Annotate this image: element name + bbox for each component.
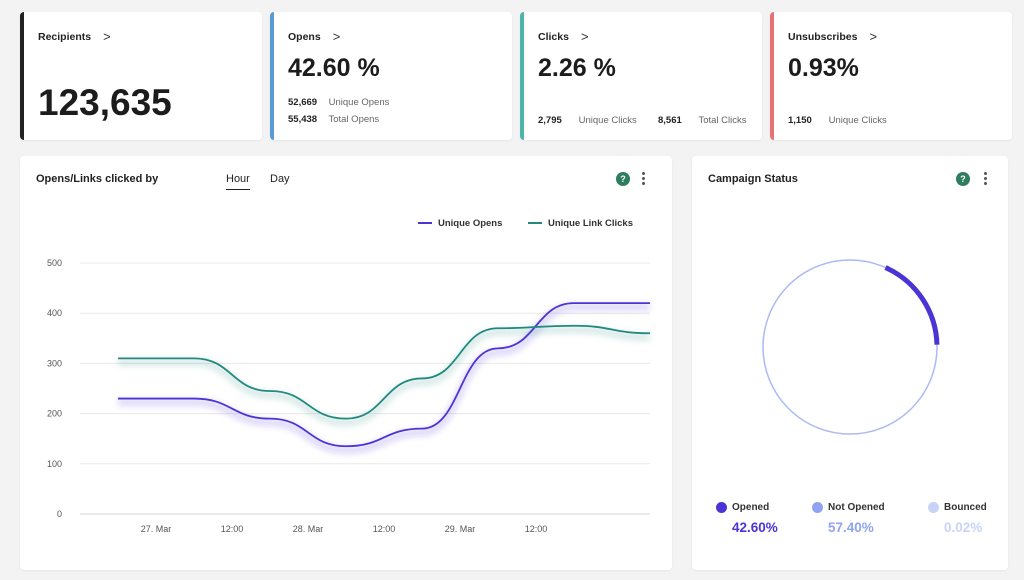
x-tick-label: 27. Mar bbox=[141, 524, 172, 534]
total-opens-row: 55,438 Total Opens bbox=[288, 114, 379, 125]
clicks-card[interactable]: Clicks > 2.26 % 2,795 Unique Clicks 8,561… bbox=[520, 12, 762, 140]
unique-opens-label: Unique Opens bbox=[328, 97, 390, 108]
unique-clicks-row: 2,795 Unique Clicks bbox=[538, 115, 637, 126]
chevron-right-icon[interactable]: > bbox=[332, 29, 341, 44]
x-tick-label: 12:00 bbox=[525, 524, 548, 534]
campaign-status-donut bbox=[762, 259, 940, 435]
recipients-value: 123,635 bbox=[38, 82, 172, 123]
total-opens-label: Total Opens bbox=[328, 114, 380, 125]
opened-legend-label: Opened bbox=[732, 502, 770, 513]
unsubscribes-rate: 0.93% bbox=[788, 54, 859, 82]
unsubscribes-row: 1,150 Unique Clicks bbox=[788, 115, 887, 126]
chevron-right-icon[interactable]: > bbox=[103, 29, 111, 44]
not-opened-value: 57.40% bbox=[828, 520, 874, 535]
unique-link-clicks-line-shadow bbox=[117, 326, 651, 427]
opens-links-title: Opens/Links clicked by bbox=[36, 173, 159, 185]
help-icon[interactable]: ? bbox=[616, 172, 630, 186]
y-tick-label: 300 bbox=[47, 358, 62, 368]
chevron-right-icon[interactable]: > bbox=[869, 29, 878, 44]
bounced-legend-label: Bounced bbox=[944, 502, 987, 513]
campaign-status-title: Campaign Status bbox=[708, 173, 798, 185]
x-tick-label: 12:00 bbox=[221, 524, 244, 534]
x-tick-label: 28. Mar bbox=[293, 524, 324, 534]
opened-slice[interactable] bbox=[884, 265, 940, 345]
unique-opens-line[interactable] bbox=[118, 302, 650, 448]
y-tick-label: 400 bbox=[47, 308, 62, 318]
x-tick-label: 29. Mar bbox=[445, 524, 476, 534]
unsubscribes-count: 1,150 bbox=[788, 115, 812, 126]
more-options-icon[interactable] bbox=[640, 171, 646, 187]
unique-opens-line-shadow bbox=[118, 303, 650, 454]
unique-opens-row: 52,669 Unique Opens bbox=[288, 97, 389, 108]
total-clicks-count: 8,561 bbox=[658, 115, 682, 126]
unsubscribes-title: Unsubscribes > bbox=[788, 29, 878, 44]
tab-hour[interactable]: Hour bbox=[226, 173, 250, 190]
unique-link-clicks-line[interactable] bbox=[117, 324, 651, 420]
unique-opens-count: 52,669 bbox=[288, 97, 318, 108]
y-tick-label: 200 bbox=[47, 409, 62, 419]
y-tick-label: 0 bbox=[57, 509, 62, 519]
bounced-legend-dot bbox=[928, 502, 939, 513]
recipients-card[interactable]: Recipients > 123,635 bbox=[20, 12, 262, 140]
unique-clicks-label: Unique Clicks bbox=[578, 115, 637, 126]
total-clicks-label: Total Clicks bbox=[698, 115, 747, 126]
opens-rate: 42.60 % bbox=[288, 54, 380, 82]
tab-day[interactable]: Day bbox=[270, 173, 290, 185]
chevron-right-icon[interactable]: > bbox=[580, 29, 589, 44]
legend-label[interactable]: Unique Opens bbox=[438, 218, 502, 229]
y-tick-label: 100 bbox=[47, 459, 62, 469]
unsubscribes-card[interactable]: Unsubscribes > 0.93% 1,150 Unique Clicks bbox=[770, 12, 1012, 140]
more-options-icon[interactable] bbox=[982, 171, 988, 187]
clicks-title: Clicks > bbox=[538, 29, 589, 44]
campaign-status-panel: Campaign Status ? Opened 42.60% Not Open… bbox=[692, 156, 1008, 570]
line-chart: Unique Opens Unique Link Clicks 0 100 200 30… bbox=[47, 218, 651, 534]
opened-value: 42.60% bbox=[732, 520, 778, 535]
total-clicks-row: 8,561 Total Clicks bbox=[658, 115, 747, 126]
opens-title: Opens > bbox=[288, 29, 341, 44]
not-opened-legend-label: Not Opened bbox=[828, 502, 885, 513]
not-opened-slice[interactable] bbox=[762, 259, 938, 435]
legend-label[interactable]: Unique Link Clicks bbox=[548, 218, 633, 229]
recipients-title: Recipients > bbox=[38, 29, 111, 44]
bounced-value: 0.02% bbox=[944, 520, 983, 535]
help-icon[interactable]: ? bbox=[956, 172, 970, 186]
opened-legend-dot bbox=[716, 502, 727, 513]
not-opened-legend-dot bbox=[812, 502, 823, 513]
y-tick-label: 500 bbox=[47, 258, 62, 268]
opens-links-panel: Opens/Links clicked by Hour Day ? Unique… bbox=[20, 156, 672, 570]
x-tick-label: 12:00 bbox=[373, 524, 396, 534]
unsubscribes-label: Unique Clicks bbox=[828, 115, 887, 126]
unique-clicks-count: 2,795 bbox=[538, 115, 562, 126]
opens-card[interactable]: Opens > 42.60 % 52,669 Unique Opens 55,43… bbox=[270, 12, 512, 140]
total-opens-count: 55,438 bbox=[288, 114, 318, 125]
clicks-rate: 2.26 % bbox=[538, 54, 616, 82]
